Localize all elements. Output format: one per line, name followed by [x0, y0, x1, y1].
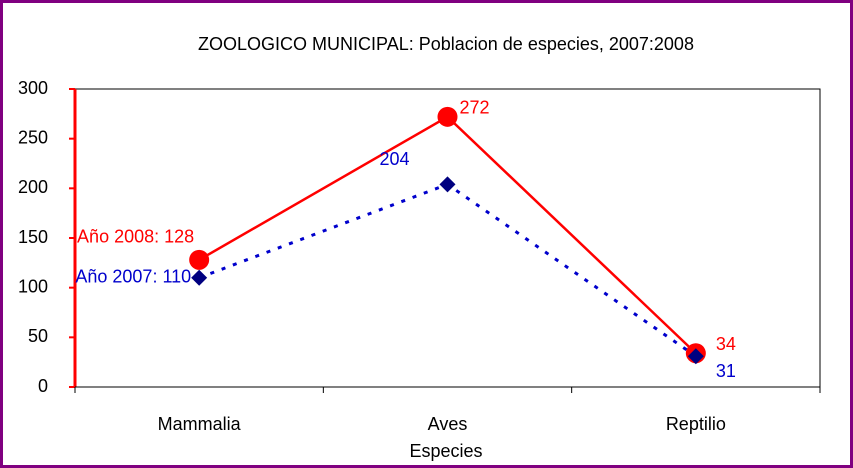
data-label: 204: [379, 149, 409, 169]
y-tick-label: 200: [18, 177, 48, 197]
x-tick-label: Reptilio: [666, 414, 726, 434]
marker: [189, 249, 210, 270]
x-tick-label: Aves: [428, 414, 468, 434]
y-tick-label: 100: [18, 276, 48, 296]
y-tick-label: 0: [38, 376, 48, 396]
x-axis-label: Especies: [409, 441, 482, 461]
data-label: 34: [716, 334, 736, 354]
marker: [437, 106, 458, 127]
y-tick-label: 150: [18, 227, 48, 247]
data-label: Año 2007: 110: [75, 266, 191, 286]
marker: [191, 269, 208, 286]
data-label: 31: [716, 361, 736, 381]
marker: [687, 348, 704, 365]
marker: [439, 176, 456, 193]
data-label: 272: [460, 98, 490, 118]
y-tick-label: 300: [18, 78, 48, 98]
y-tick-label: 250: [18, 127, 48, 147]
chart-title: ZOOLOGICO MUNICIPAL: Poblacion de especi…: [198, 34, 694, 54]
x-tick-label: Mammalia: [158, 414, 242, 434]
y-tick-label: 50: [28, 326, 48, 346]
data-label: Año 2008: 128: [77, 227, 194, 247]
